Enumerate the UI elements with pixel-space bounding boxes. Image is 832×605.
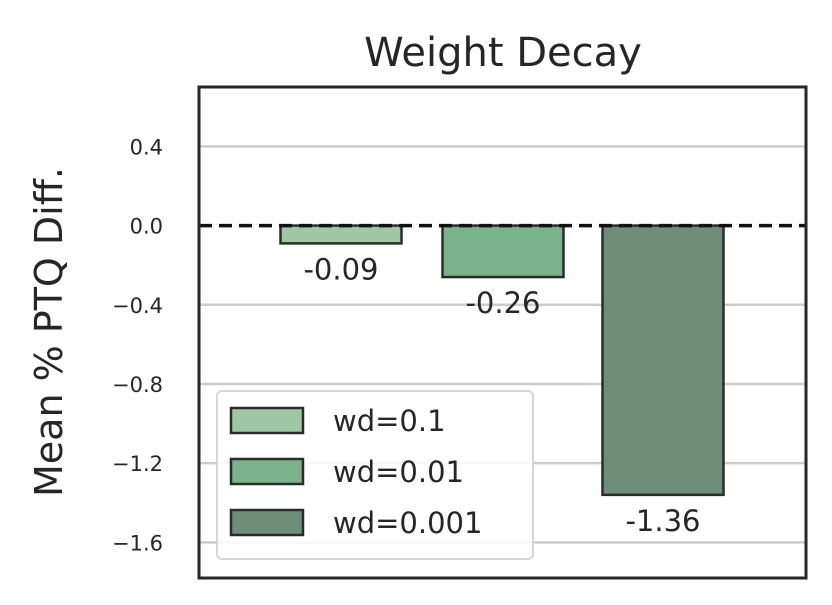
legend-label: wd=0.001	[333, 506, 482, 540]
y-tick-label: −1.2	[112, 452, 163, 476]
legend-label: wd=0.1	[333, 404, 446, 438]
bar-wd=0.001	[601, 224, 725, 497]
legend: wd=0.1 wd=0.01 wd=0.001	[216, 390, 534, 560]
legend-swatch	[229, 406, 305, 435]
y-tick-label: −0.8	[112, 373, 163, 397]
data-label: -1.36	[625, 504, 700, 538]
y-tick-label: 0.0	[130, 215, 163, 239]
legend-swatch	[229, 457, 305, 486]
y-tick-label: 0.4	[130, 135, 163, 159]
y-axis-label: Mean % PTQ Diff.	[27, 167, 71, 497]
data-label: -0.26	[465, 286, 540, 320]
data-label: -0.09	[303, 252, 378, 286]
plot-frame	[197, 85, 808, 580]
chart-title: Weight Decay	[364, 30, 642, 76]
bar-wd=0.01	[441, 224, 565, 279]
data-labels: -0.09 -0.26 -1.36	[303, 252, 700, 537]
legend-label: wd=0.01	[333, 455, 464, 489]
y-tick-labels: 0.4 0.0 −0.4 −0.8 −1.2 −1.6	[112, 135, 163, 555]
y-tick-label: −0.4	[112, 294, 163, 318]
legend-swatch	[229, 508, 305, 537]
bar-wd=0.1	[279, 224, 403, 245]
y-tick-label: −1.6	[112, 531, 163, 555]
bars	[279, 224, 725, 497]
